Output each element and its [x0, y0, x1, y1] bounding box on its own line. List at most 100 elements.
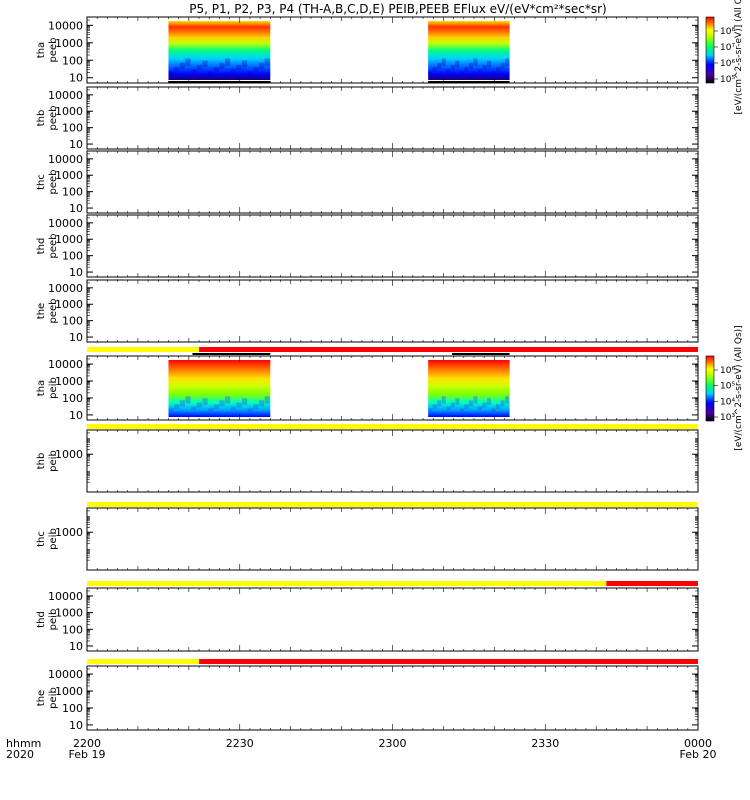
panel-label-probe: thb: [36, 110, 47, 127]
panel-label-instrument: peib: [48, 377, 59, 399]
y-tick-label: 100: [62, 392, 83, 405]
colorbar-tick-label: 10⁸: [720, 27, 735, 37]
colorbar-peeb: [eV/(cm^2-s-sr-eV)] (All Qs)] 10⁸ 10⁷ 10⁶ 1…: [705, 0, 744, 114]
spectrogram-texture: [477, 69, 482, 73]
y-tick-label: 1000: [55, 607, 83, 620]
spectrogram-texture: [168, 408, 174, 412]
spectrogram-block: [168, 360, 271, 417]
spectrogram-texture: [236, 64, 242, 71]
y-tick-label: 10000: [48, 217, 83, 230]
spectrogram-texture: [500, 62, 505, 69]
panel-frame: [86, 665, 699, 731]
spectrogram-texture: [441, 396, 446, 404]
panel-label-probe: thd: [36, 611, 47, 628]
panel-thb-peib: 1000 thb peib: [36, 429, 699, 493]
panel-label-probe: thd: [36, 238, 47, 255]
spectrogram-texture: [437, 62, 442, 69]
y-tick-label: 100: [62, 702, 83, 715]
spectrogram-texture: [264, 58, 270, 67]
status-bar-segment: [87, 424, 698, 429]
spectrogram-texture: [196, 402, 202, 408]
spectrogram-texture: [213, 404, 219, 409]
panel-label-probe: thc: [36, 531, 47, 547]
panel-label-instrument: peeb: [48, 170, 59, 195]
spectrogram-texture: [491, 71, 496, 75]
spectrogram-texture: [236, 402, 242, 408]
y-tick-label: 10: [69, 409, 83, 422]
spectrogram-texture: [179, 62, 185, 69]
spectrogram-texture: [455, 398, 460, 405]
time-date-label: Feb 19: [69, 748, 106, 761]
panel-frame: [86, 86, 699, 150]
spectrogram-texture: [496, 66, 501, 72]
y-tick-label: 1000: [55, 448, 83, 461]
colorbar-tick-label: 10⁵: [720, 382, 735, 392]
y-tick-label: 1000: [55, 37, 83, 50]
spectrogram-texture: [242, 60, 248, 68]
panel-frame: [86, 587, 699, 652]
panel-label-probe: tha: [36, 380, 47, 396]
panel-label-probe: the: [36, 303, 47, 319]
y-tick-label: 10: [69, 640, 83, 653]
colorbar-tick-label: 10⁶: [720, 59, 735, 69]
spectrogram-texture: [225, 396, 231, 404]
spectrogram-texture: [230, 69, 236, 73]
y-tick-label: 10: [69, 331, 83, 344]
colorbar-tick-label: 10⁵: [720, 75, 735, 85]
spectrogram-texture: [486, 398, 492, 405]
spectrogram-texture: [459, 71, 464, 75]
panel-label-instrument: peib: [48, 609, 59, 631]
colorbar-peib-label: [eV/(cm^2-s-sr-eV) (All Qs)]: [734, 325, 744, 450]
status-bar-segment: [606, 581, 698, 586]
spectrogram-texture: [428, 408, 433, 412]
spectrogram-texture: [208, 408, 214, 412]
time-tick-label: 2300: [379, 737, 407, 750]
spectrogram-texture: [179, 400, 185, 407]
panel-label-probe: thb: [36, 453, 47, 470]
panel-label-instrument: peib: [48, 528, 59, 550]
y-tick-label: 1000: [55, 375, 83, 388]
spectrogram-texture: [219, 62, 225, 69]
status-bar-segment: [87, 347, 200, 352]
spectrogram-texture: [230, 406, 236, 411]
spectrogram-texture: [196, 64, 202, 71]
y-tick-label: 10: [69, 719, 83, 732]
y-tick-label: 10: [69, 72, 83, 85]
spectrogram-texture: [191, 406, 197, 411]
panel-thc-peib: 1000 thc peib: [36, 507, 699, 571]
spectrogram-texture: [174, 404, 180, 409]
spectrogram-texture: [446, 406, 451, 411]
y-tick-label: 10: [69, 266, 83, 279]
panel-label-probe: thc: [36, 174, 47, 190]
spectrogram-texture: [225, 58, 231, 67]
spectrogram-block: [428, 21, 510, 80]
panel-label-probe: tha: [36, 42, 47, 58]
spectrogram-block: [168, 21, 271, 80]
spectrogram-texture: [464, 404, 469, 409]
y-tick-label: 100: [62, 122, 83, 135]
spectrogram-texture: [202, 60, 208, 68]
y-tick-label: 10000: [48, 89, 83, 102]
spectrogram-texture: [185, 58, 191, 67]
y-tick-label: 10000: [48, 590, 83, 603]
spectrogram-texture: [428, 71, 433, 75]
spectrogram-texture: [432, 404, 437, 409]
spectrogram-texture: [505, 58, 510, 67]
status-bar-segment: [199, 347, 698, 352]
panel-label-instrument: peeb: [48, 234, 59, 259]
colorbar-tick-label: 10³: [720, 413, 735, 423]
spectrogram-texture: [185, 396, 191, 404]
spectrogram-texture: [219, 400, 225, 407]
y-tick-label: 1000: [55, 298, 83, 311]
panel-label-instrument: peeb: [48, 106, 59, 131]
panel-frame: [86, 429, 699, 493]
time-tick-label: 2200: [73, 737, 101, 750]
spectrogram-texture: [491, 408, 496, 412]
panel-frame: [86, 507, 699, 571]
y-tick-label: 10000: [48, 153, 83, 166]
